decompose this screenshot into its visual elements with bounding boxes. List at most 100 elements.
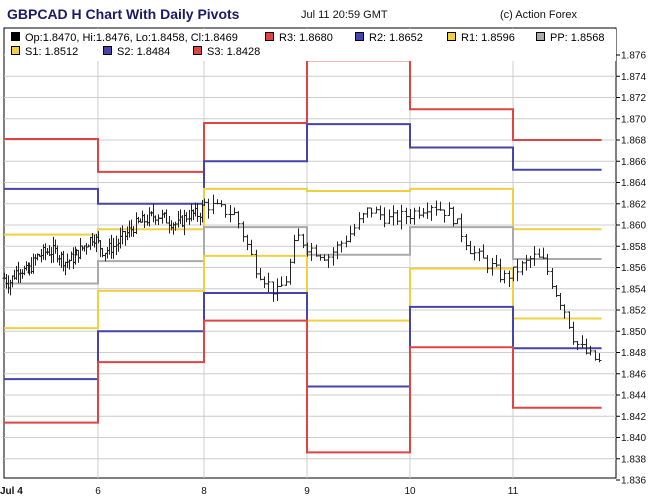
price-bar bbox=[464, 234, 469, 251]
legend-item-r1: R1: 1.8596 bbox=[447, 32, 515, 45]
legend-item-r2: R2: 1.8652 bbox=[355, 32, 423, 45]
price-bar bbox=[245, 234, 250, 251]
y-tick-label: 1.864 bbox=[621, 178, 646, 189]
price-bar bbox=[275, 278, 280, 302]
price-bar bbox=[382, 207, 387, 228]
x-tick-label: 9 bbox=[304, 486, 310, 497]
y-tick-label: 1.860 bbox=[621, 221, 646, 232]
price-bar bbox=[399, 204, 404, 230]
y-tick-label: 1.868 bbox=[621, 136, 646, 147]
price-bar bbox=[369, 207, 374, 218]
pivot-line-pp bbox=[4, 226, 602, 285]
y-tick-label: 1.836 bbox=[621, 476, 646, 487]
price-bar bbox=[520, 260, 525, 276]
y-tick-label: 1.852 bbox=[621, 306, 646, 317]
y-tick-label: 1.846 bbox=[621, 369, 646, 380]
price-bar bbox=[322, 254, 327, 262]
price-bar bbox=[442, 209, 447, 223]
y-tick-label: 1.874 bbox=[621, 72, 646, 83]
price-bar bbox=[498, 258, 503, 283]
price-bar bbox=[206, 198, 211, 219]
price-bar bbox=[249, 239, 254, 256]
price-bar bbox=[554, 284, 559, 297]
price-bar bbox=[429, 205, 434, 221]
price-bar bbox=[395, 209, 400, 225]
y-tick-label: 1.854 bbox=[621, 284, 646, 295]
price-bar bbox=[241, 221, 246, 242]
price-bar bbox=[485, 254, 490, 274]
y-tick-label: 1.838 bbox=[621, 454, 646, 465]
y-tick-label: 1.856 bbox=[621, 263, 646, 274]
x-tick-label: 8 bbox=[201, 486, 207, 497]
price-bar bbox=[211, 194, 216, 215]
legend-label-r1: R1: 1.8596 bbox=[461, 32, 515, 44]
x-tick-label: 10 bbox=[404, 486, 416, 497]
price-bar bbox=[271, 281, 276, 302]
x-tick-label: Jul 4 bbox=[0, 486, 23, 497]
y-tick-label: 1.848 bbox=[621, 348, 646, 359]
price-bar bbox=[571, 321, 576, 345]
price-bar bbox=[477, 248, 482, 262]
price-bar bbox=[425, 202, 430, 219]
chart-credit: (c) Action Forex bbox=[500, 9, 578, 21]
price-bar bbox=[468, 240, 473, 255]
pivot-line-r2 bbox=[4, 123, 602, 205]
price-bar bbox=[562, 304, 567, 319]
chart-timestamp: Jul 11 20:59 GMT bbox=[301, 9, 388, 21]
price-bar bbox=[528, 255, 533, 268]
price-bar bbox=[352, 223, 357, 237]
price-bar bbox=[455, 218, 460, 225]
price-bar bbox=[511, 266, 516, 282]
price-bar bbox=[284, 275, 289, 286]
price-bar bbox=[434, 200, 439, 216]
price-bar bbox=[494, 254, 499, 268]
price-bar bbox=[524, 254, 529, 271]
legend-label-r2: R2: 1.8652 bbox=[369, 32, 423, 44]
x-tick-label: 11 bbox=[508, 486, 519, 497]
y-tick-label: 1.842 bbox=[621, 412, 646, 423]
price-bar bbox=[374, 206, 379, 214]
price-bar bbox=[305, 242, 310, 257]
price-bar bbox=[537, 248, 542, 258]
price-bar bbox=[262, 276, 267, 288]
pivot-line-r3 bbox=[4, 59, 602, 173]
price-bar bbox=[490, 257, 495, 276]
y-tick-label: 1.872 bbox=[621, 93, 646, 104]
price-bar bbox=[515, 259, 520, 282]
price-bar bbox=[451, 206, 456, 227]
price-bar bbox=[404, 207, 409, 225]
legend-swatch-r1 bbox=[447, 32, 456, 41]
legend-label-r3: R3: 1.8680 bbox=[279, 32, 333, 44]
chart-legend: Op:1.8470, Hi:1.8476, Lo:1.8458, Cl:1.84… bbox=[5, 29, 616, 61]
legend-swatch-r3 bbox=[265, 32, 274, 41]
price-bar bbox=[597, 353, 602, 363]
legend-swatch-s2 bbox=[103, 46, 112, 55]
price-bar bbox=[361, 212, 366, 224]
price-bar bbox=[344, 235, 349, 248]
price-bar bbox=[447, 202, 452, 217]
y-tick-label: 1.840 bbox=[621, 433, 646, 444]
price-bar bbox=[567, 311, 572, 329]
price-bar bbox=[279, 276, 284, 287]
price-bar bbox=[254, 249, 259, 279]
price-bar bbox=[266, 272, 271, 293]
y-tick-label: 1.858 bbox=[621, 242, 646, 253]
chart-title: GBPCAD H Chart With Daily Pivots bbox=[7, 6, 240, 22]
x-tick-label: 6 bbox=[95, 486, 101, 497]
price-bar bbox=[228, 205, 233, 223]
price-bar bbox=[545, 253, 550, 276]
y-tick-label: 1.844 bbox=[621, 391, 646, 402]
legend-swatch-r2 bbox=[355, 32, 364, 41]
plot-area bbox=[3, 27, 617, 479]
y-tick-label: 1.850 bbox=[621, 327, 646, 338]
price-bar bbox=[232, 207, 237, 216]
price-bar bbox=[588, 345, 593, 356]
legend-item-r3: R3: 1.8680 bbox=[265, 32, 333, 45]
price-bar bbox=[314, 244, 319, 257]
price-bar bbox=[326, 254, 331, 268]
price-bar bbox=[378, 205, 383, 221]
legend-item-s3: S3: 1.8428 bbox=[193, 46, 260, 59]
legend-item-pp: PP: 1.8568 bbox=[536, 32, 604, 45]
